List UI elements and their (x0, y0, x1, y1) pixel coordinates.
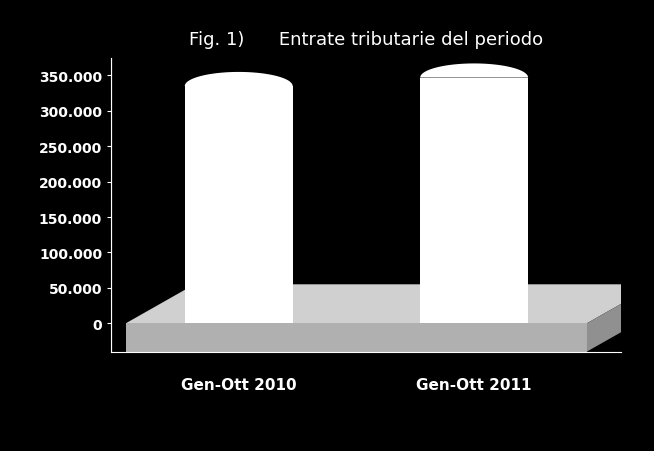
Title: Fig. 1)      Entrate tributarie del periodo: Fig. 1) Entrate tributarie del periodo (189, 31, 543, 49)
Polygon shape (421, 78, 528, 323)
Polygon shape (126, 285, 654, 323)
Polygon shape (184, 87, 292, 323)
Polygon shape (587, 285, 654, 352)
Polygon shape (184, 73, 292, 87)
Polygon shape (421, 64, 528, 78)
Polygon shape (126, 323, 587, 352)
